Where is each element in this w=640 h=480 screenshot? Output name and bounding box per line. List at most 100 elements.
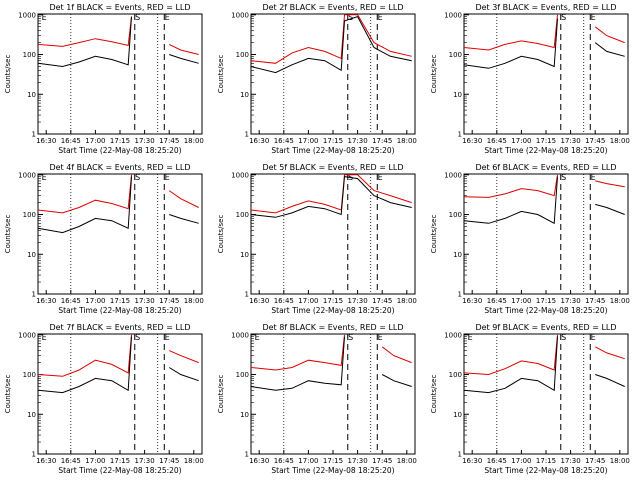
y-axis-label: Counts/sec [4, 215, 12, 254]
x-axis-label: Start Time (22-May-08 18:25:20) [484, 146, 607, 155]
events-series-line [250, 336, 412, 391]
y-tick-label: 10 [27, 91, 36, 99]
y-tick-label: 100 [23, 51, 36, 59]
y-axis-label: Counts/sec [217, 215, 225, 254]
y-tick-label: 1 [245, 131, 249, 139]
event-marker-label: E [165, 333, 170, 342]
detector-panel: Det 6f BLACK = Events, RED = LLD 1 10 100 10… [426, 160, 638, 320]
detector-chart: Det 1f BLACK = Events, RED = LLD 1 10 100 10… [4, 3, 204, 155]
x-tick-label: 16:45 [61, 297, 81, 305]
x-axis-label: Start Time (22-May-08 18:25:20) [58, 466, 181, 475]
lld-series-line [463, 334, 625, 376]
event-marker-label: E [42, 13, 47, 22]
y-tick-label: 10 [240, 251, 249, 259]
events-series-line [250, 15, 412, 74]
plot-frame [37, 173, 203, 295]
x-tick-label: 17:30 [135, 137, 155, 145]
y-tick-label: 10 [27, 411, 36, 419]
x-tick-label: 17:15 [323, 137, 343, 145]
x-tick-label: 16:30 [36, 137, 56, 145]
chart-title: Det 8f BLACK = Events, RED = LLD [262, 323, 403, 332]
x-tick-label: 16:45 [487, 457, 507, 465]
x-tick-label: 17:30 [561, 137, 581, 145]
detector-chart: Det 8f BLACK = Events, RED = LLD 1 10 100 10… [217, 323, 417, 475]
chart-title: Det 1f BLACK = Events, RED = LLD [49, 3, 190, 12]
detector-panel: Det 4f BLACK = Events, RED = LLD 1 10 100 10… [0, 160, 212, 320]
event-marker-label: S [135, 173, 140, 182]
lld-series-line [250, 334, 412, 371]
y-tick-label: 10 [453, 411, 462, 419]
events-series-line [463, 176, 625, 225]
event-marker-label: E [591, 173, 596, 182]
x-tick-label: 17:00 [85, 137, 105, 145]
x-tick-label: 16:45 [487, 137, 507, 145]
y-tick-label: 1 [245, 451, 249, 459]
x-tick-label: 17:45 [585, 137, 605, 145]
event-marker-label: E [165, 173, 170, 182]
chart-title: Det 4f BLACK = Events, RED = LLD [49, 163, 190, 172]
event-marker-label: E [255, 333, 260, 342]
x-tick-label: 17:00 [298, 457, 318, 465]
lld-series-line [37, 334, 199, 377]
chart-title: Det 7f BLACK = Events, RED = LLD [49, 323, 190, 332]
y-tick-label: 1000 [231, 331, 249, 339]
x-tick-label: 17:45 [372, 137, 392, 145]
x-tick-label: 17:00 [511, 297, 531, 305]
x-tick-label: 16:45 [274, 457, 294, 465]
chart-title: Det 3f BLACK = Events, RED = LLD [475, 3, 616, 12]
lld-series-line [37, 16, 199, 55]
x-tick-label: 17:00 [511, 137, 531, 145]
x-tick-label: 16:45 [61, 457, 81, 465]
event-marker-label: S [135, 13, 140, 22]
y-tick-label: 100 [23, 371, 36, 379]
y-axis-label: Counts/sec [430, 55, 438, 94]
x-tick-label: 17:30 [135, 457, 155, 465]
y-tick-label: 1000 [18, 11, 36, 19]
event-marker-label: E [378, 13, 383, 22]
y-tick-label: 1000 [444, 171, 462, 179]
x-tick-label: 17:15 [110, 137, 130, 145]
x-tick-label: 18:00 [610, 137, 630, 145]
x-tick-label: 17:45 [159, 457, 179, 465]
event-marker-label: E [42, 173, 47, 182]
y-tick-label: 1 [458, 291, 462, 299]
event-marker-label: S [348, 13, 353, 22]
detector-chart: Det 4f BLACK = Events, RED = LLD 1 10 100 10… [4, 163, 204, 315]
x-tick-label: 17:00 [85, 457, 105, 465]
x-tick-label: 17:15 [323, 297, 343, 305]
x-tick-label: 18:00 [397, 297, 417, 305]
plot-frame [250, 13, 416, 135]
y-tick-label: 100 [23, 211, 36, 219]
detector-chart: Det 2f BLACK = Events, RED = LLD 1 10 100 10… [217, 3, 417, 155]
event-marker-label: E [165, 13, 170, 22]
y-tick-label: 100 [236, 371, 249, 379]
lld-series-line [463, 14, 625, 51]
events-series-line [463, 18, 625, 69]
y-axis-label: Counts/sec [430, 375, 438, 414]
lld-series-line [250, 174, 412, 214]
y-axis-label: Counts/sec [217, 375, 225, 414]
chart-title: Det 9f BLACK = Events, RED = LLD [475, 323, 616, 332]
x-tick-label: 17:45 [585, 457, 605, 465]
x-tick-label: 17:45 [585, 297, 605, 305]
plot-frame [463, 13, 629, 135]
detector-chart: Det 3f BLACK = Events, RED = LLD 1 10 100 10… [430, 3, 630, 155]
y-tick-label: 10 [453, 91, 462, 99]
x-tick-label: 17:45 [372, 297, 392, 305]
x-tick-label: 16:45 [274, 297, 294, 305]
x-tick-label: 18:00 [610, 297, 630, 305]
chart-title: Det 2f BLACK = Events, RED = LLD [262, 3, 403, 12]
event-marker-label: E [468, 333, 473, 342]
y-axis-label: Counts/sec [4, 375, 12, 414]
x-axis-label: Start Time (22-May-08 18:25:20) [271, 466, 394, 475]
plot-frame [37, 333, 203, 455]
events-series-line [37, 176, 199, 234]
x-tick-label: 16:30 [462, 137, 482, 145]
y-tick-label: 100 [449, 371, 462, 379]
x-tick-label: 17:15 [323, 457, 343, 465]
lld-series-line [463, 174, 625, 198]
event-marker-label: E [591, 13, 596, 22]
x-tick-label: 18:00 [184, 137, 204, 145]
x-tick-label: 16:45 [61, 137, 81, 145]
